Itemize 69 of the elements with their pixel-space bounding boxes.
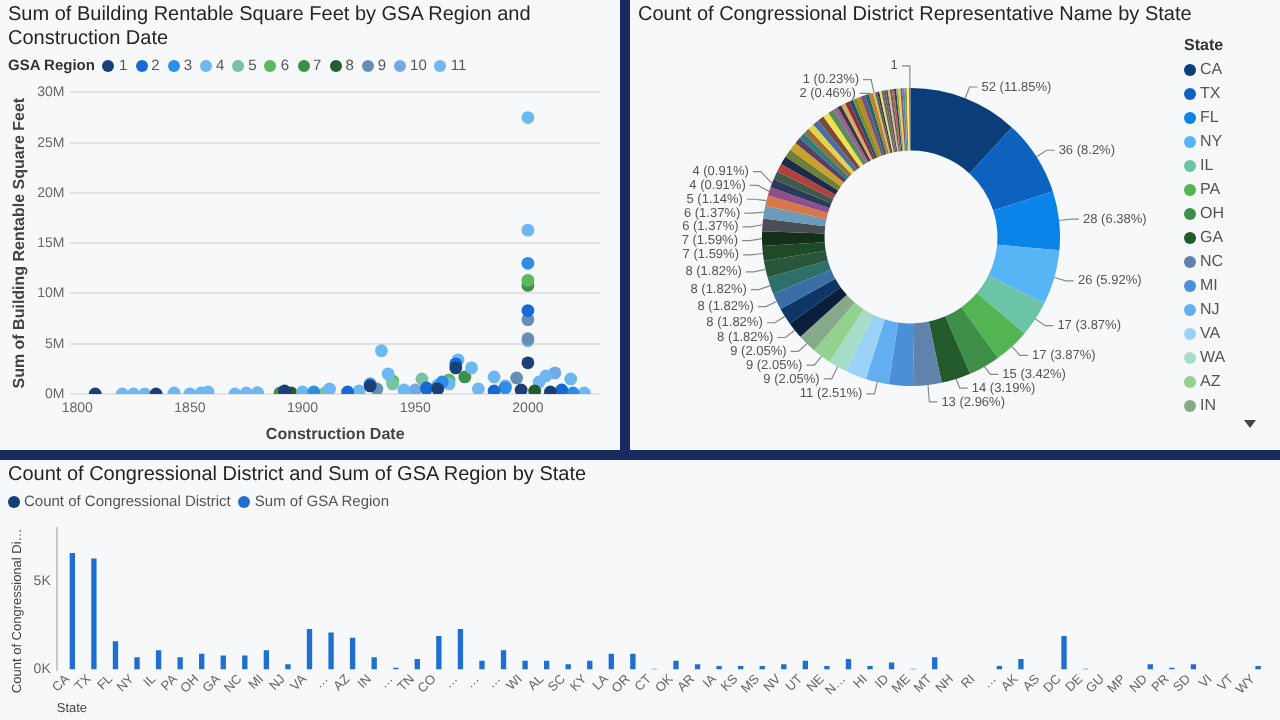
legend-label: NY xyxy=(1200,132,1223,150)
point xyxy=(381,367,395,381)
point xyxy=(465,361,478,375)
point xyxy=(514,383,528,394)
bar xyxy=(242,655,248,670)
point xyxy=(323,382,336,394)
point xyxy=(458,370,472,384)
legend-label: MI xyxy=(1200,276,1218,294)
point xyxy=(555,383,569,394)
bar xyxy=(371,657,377,670)
bar xyxy=(1018,658,1024,670)
legend-label: WA xyxy=(1200,348,1226,366)
legend-label: PA xyxy=(1200,180,1221,198)
legend-label: NJ xyxy=(1200,300,1220,318)
bar xyxy=(349,637,356,670)
point xyxy=(471,382,485,394)
bar xyxy=(500,650,507,670)
bar xyxy=(932,657,938,670)
bar xyxy=(220,655,226,670)
legend-label: CA xyxy=(1200,60,1223,78)
point xyxy=(397,383,411,394)
bar xyxy=(436,636,442,670)
bar xyxy=(263,650,270,670)
chart-title: Count of Congressional District Representative Name by State xyxy=(638,4,1194,28)
bar xyxy=(630,653,636,670)
x-axis-title: Construction Date xyxy=(265,424,406,443)
legend-title: State xyxy=(1184,36,1224,54)
bar xyxy=(134,657,140,670)
y-axis-title: Sum of Building Rentable Square Feet xyxy=(10,97,29,389)
legend-label: VA xyxy=(1200,324,1221,342)
point xyxy=(521,256,535,270)
legend-label: GA xyxy=(1200,228,1224,246)
point xyxy=(510,371,524,385)
point xyxy=(521,223,535,237)
bar xyxy=(177,657,183,670)
point xyxy=(375,344,388,358)
bar xyxy=(522,660,528,670)
bar xyxy=(285,664,291,670)
point xyxy=(521,274,535,287)
legend-label: TX xyxy=(1200,84,1221,102)
bar xyxy=(91,558,97,670)
point xyxy=(521,356,535,370)
point xyxy=(528,384,542,394)
bar xyxy=(673,660,679,670)
point xyxy=(487,384,501,394)
point xyxy=(539,369,553,383)
point xyxy=(487,370,501,384)
legend-label: FL xyxy=(1200,108,1219,126)
bar xyxy=(69,553,76,670)
bar xyxy=(328,632,334,670)
chart-title: Count of Congressional District and Sum of GSA Region by State xyxy=(8,464,589,488)
point xyxy=(408,383,422,394)
point xyxy=(521,111,535,124)
point xyxy=(352,384,366,394)
chart-title: Sum of Building Rentable Square Feet by GSA Region and Construction Date xyxy=(8,4,533,52)
point xyxy=(564,372,578,386)
bar xyxy=(112,641,119,670)
legend-label: AZ xyxy=(1200,372,1221,390)
bar xyxy=(888,662,895,670)
bar xyxy=(457,628,464,670)
bar xyxy=(1061,636,1067,670)
legend-label: OH xyxy=(1200,204,1224,222)
legend-label: IL xyxy=(1200,156,1214,174)
bar xyxy=(155,650,162,670)
point xyxy=(278,384,291,394)
bar xyxy=(479,660,485,670)
legend-label: NC xyxy=(1200,252,1224,270)
bar xyxy=(306,628,313,670)
point xyxy=(521,304,535,317)
